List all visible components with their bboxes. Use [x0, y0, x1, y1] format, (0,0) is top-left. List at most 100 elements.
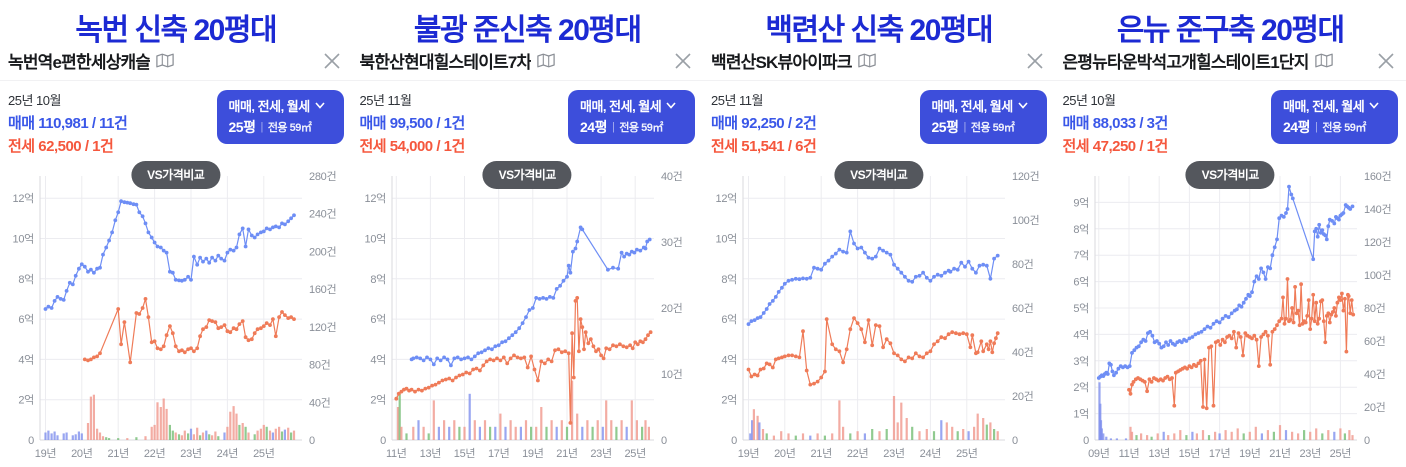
svg-text:2억: 2억 [370, 394, 386, 407]
svg-text:21년: 21년 [1269, 447, 1290, 460]
svg-text:7억: 7억 [1073, 249, 1089, 262]
filter-button[interactable]: 매매, 전세, 월세 24평 | 전용 59㎡ [1271, 90, 1398, 144]
map-icon[interactable] [156, 53, 174, 68]
chart-area: VS가격비교 12억 10억 8억 6억 4억 2억 0 40건 30건 20건 10건 0 11년 13… [352, 158, 704, 463]
svg-text:10건: 10건 [661, 368, 682, 381]
svg-text:6억: 6억 [721, 313, 737, 326]
close-icon[interactable] [1376, 51, 1396, 71]
area-label: 전용 59㎡ [619, 122, 663, 134]
svg-text:6억: 6억 [370, 313, 386, 326]
latest-month: 25년 10월 [8, 93, 61, 108]
filter-button[interactable]: 매매, 전세, 월세 25평 | 전용 59㎡ [919, 90, 1047, 144]
chart-area: VS가격비교 12억 10억 8억 6억 4억 2억 0 280건 240건 200건 160건 12… [0, 158, 352, 463]
svg-text:4억: 4억 [370, 353, 386, 366]
latest-month: 25년 11월 [711, 93, 763, 108]
svg-text:0: 0 [1012, 435, 1018, 447]
svg-text:60건: 60건 [1364, 335, 1385, 348]
svg-text:80건: 80건 [1012, 258, 1033, 271]
property-header: 북한산현대힐스테이트7차 [351, 46, 703, 81]
property-header: 백련산SK뷰아이파크 [703, 46, 1055, 81]
svg-text:0: 0 [1364, 435, 1370, 447]
map-icon[interactable] [537, 53, 556, 68]
svg-text:6억: 6억 [1073, 276, 1089, 289]
svg-text:8억: 8억 [18, 273, 34, 286]
svg-text:0: 0 [661, 435, 667, 447]
property-header: 은평뉴타운박석고개힐스테이트1단지 [1054, 46, 1406, 81]
vs-price-compare-badge[interactable]: VS가격비교 [1185, 161, 1275, 189]
pyeong-label: 25평 [931, 119, 959, 135]
sale-price: 매매 92,250 / 2건 [711, 115, 817, 132]
group-title: 은뉴 준구축 20평대 [1116, 14, 1345, 46]
svg-text:17년: 17년 [1208, 447, 1229, 460]
svg-text:8억: 8억 [1073, 223, 1089, 236]
svg-text:17년: 17년 [487, 447, 508, 460]
svg-text:80건: 80건 [309, 359, 330, 372]
separator: | [1314, 121, 1318, 133]
svg-text:20건: 20건 [1364, 401, 1385, 414]
price-info: 25년 10월 매매 88,033 / 3건 전세 47,250 / 1건 매매… [1055, 81, 1406, 156]
pyeong-label: 25평 [228, 119, 256, 135]
area-label: 전용 59㎡ [267, 122, 312, 134]
svg-text:140건: 140건 [1364, 203, 1391, 216]
separator: | [963, 121, 966, 133]
close-icon[interactable] [673, 51, 693, 71]
area-label: 전용 59㎡ [970, 122, 1015, 134]
group-title: 불광 준신축 20평대 [413, 14, 642, 46]
svg-text:24년: 24년 [920, 447, 941, 460]
svg-text:80건: 80건 [1364, 302, 1385, 315]
filter-button[interactable]: 매매, 전세, 월세 25평 | 전용 59㎡ [216, 90, 344, 144]
svg-text:20건: 20건 [1012, 390, 1033, 403]
map-icon[interactable] [1314, 53, 1333, 68]
separator: | [260, 121, 263, 133]
latest-month: 25년 11월 [359, 93, 412, 108]
svg-text:160건: 160건 [309, 283, 336, 296]
svg-text:10억: 10억 [13, 233, 34, 246]
chevron-down-icon [666, 102, 676, 109]
svg-text:120건: 120건 [309, 321, 336, 334]
vs-price-compare-badge[interactable]: VS가격비교 [834, 161, 924, 189]
vs-price-compare-badge[interactable]: VS가격비교 [482, 161, 572, 189]
svg-text:19년: 19년 [522, 447, 543, 460]
svg-text:25년: 25년 [956, 447, 977, 460]
filter-button[interactable]: 매매, 전세, 월세 24평 | 전용 59㎡ [568, 90, 695, 144]
price-summary: 25년 11월 매매 99,500 / 1건 전세 54,000 / 1건 [360, 90, 569, 156]
svg-text:0: 0 [1083, 435, 1089, 447]
jeonse-price: 전세 54,000 / 1건 [359, 138, 466, 155]
filter-types-label: 매매, 전세, 월세 [580, 99, 662, 114]
svg-text:23년: 23년 [1299, 447, 1320, 460]
sale-price: 매매 88,033 / 3건 [1062, 115, 1169, 132]
property-name: 녹번역e편한세상캐슬 [8, 53, 151, 72]
filter-types-label: 매매, 전세, 월세 [931, 99, 1014, 114]
svg-text:11년: 11년 [1118, 447, 1139, 460]
svg-text:120건: 120건 [1012, 170, 1039, 183]
close-icon[interactable] [1025, 51, 1045, 71]
map-icon[interactable] [858, 53, 876, 68]
jeonse-price: 전세 47,250 / 1건 [1062, 138, 1169, 155]
filter-types-label: 매매, 전세, 월세 [1283, 99, 1365, 114]
pyeong-label: 24평 [1283, 119, 1310, 135]
svg-text:10억: 10억 [364, 233, 385, 246]
svg-text:40건: 40건 [1364, 368, 1385, 381]
property-card-1: 녹번 신축 20평대 녹번역e편한세상캐슬 25년 10월 매매 110,981… [0, 0, 352, 467]
svg-text:5억: 5억 [1073, 302, 1089, 315]
svg-text:20년: 20년 [71, 447, 92, 460]
property-name: 북한산현대힐스테이트7차 [359, 53, 532, 72]
svg-text:21년: 21년 [810, 447, 831, 460]
svg-text:12억: 12억 [364, 192, 385, 205]
svg-text:40건: 40건 [1012, 346, 1033, 359]
svg-text:22년: 22년 [847, 447, 868, 460]
sale-price: 매매 99,500 / 1건 [359, 115, 466, 132]
svg-text:19년: 19년 [35, 447, 56, 460]
close-icon[interactable] [322, 51, 342, 71]
svg-text:13년: 13년 [419, 447, 440, 460]
svg-text:8억: 8억 [370, 273, 386, 286]
separator: | [611, 121, 615, 133]
property-card-4: 은뉴 준구축 20평대 은평뉴타운박석고개힐스테이트1단지 25년 10월 매매… [1054, 0, 1406, 467]
vs-price-compare-badge[interactable]: VS가격비교 [131, 161, 221, 189]
price-summary: 25년 11월 매매 92,250 / 2건 전세 51,541 / 6건 [711, 90, 920, 156]
jeonse-price: 전세 62,500 / 1건 [8, 138, 114, 155]
svg-text:23년: 23년 [590, 447, 611, 460]
svg-text:240건: 240건 [309, 208, 336, 221]
